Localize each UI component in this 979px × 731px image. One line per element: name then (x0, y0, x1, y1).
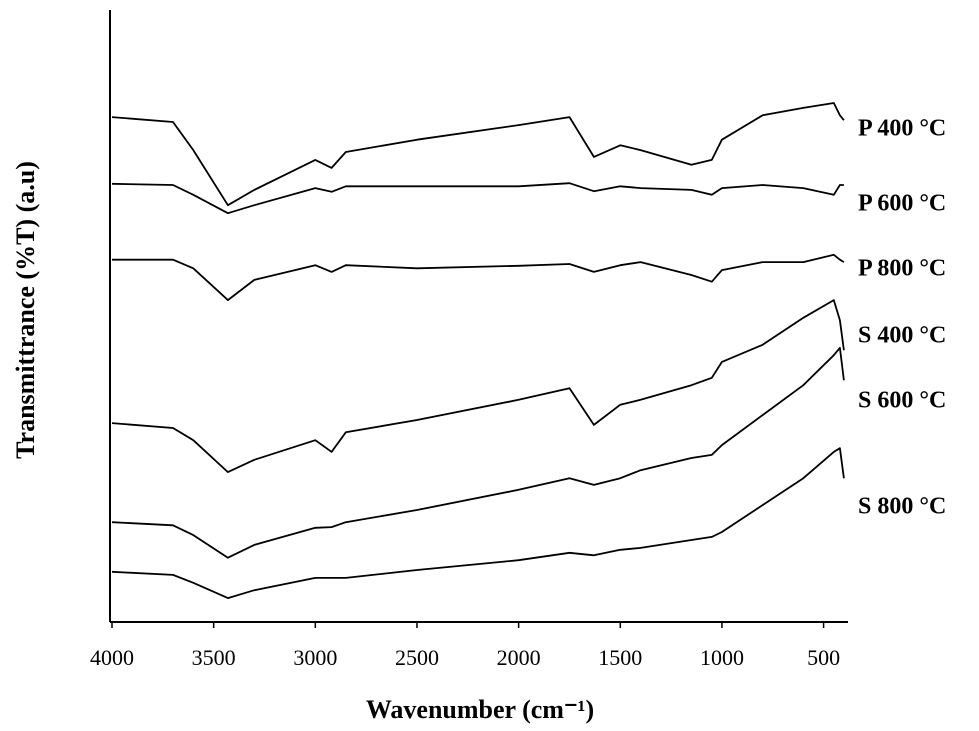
spectrum-line (111, 346, 845, 559)
legend-label: P 600 °C (858, 191, 946, 217)
x-tick-label: 1000 (700, 645, 744, 670)
x-tick-label: 4000 (90, 645, 134, 670)
x-tick-label: 3500 (192, 645, 236, 670)
spectrum-line (111, 447, 845, 599)
spectrum-line (112, 253, 845, 301)
legend-label: S 600 °C (858, 388, 946, 414)
legend-label: P 400 °C (858, 116, 946, 142)
x-axis-label: Wavenumber (cm⁻¹) (366, 695, 594, 724)
x-tick-label: 500 (807, 645, 840, 670)
legend-label: S 800 °C (858, 494, 946, 520)
spectrum-line (111, 299, 845, 473)
x-tick-label: 1500 (598, 645, 642, 670)
x-tick-label: 2500 (395, 645, 439, 670)
legend-label: S 400 °C (858, 323, 946, 349)
x-tick-label: 2000 (497, 645, 541, 670)
spectrum-line (111, 102, 845, 207)
spectrum-line (111, 182, 844, 215)
x-tick-label: 3000 (293, 645, 337, 670)
y-axis-label: Transmittrance (%T) (a.u) (11, 161, 40, 459)
legend-label: P 800 °C (858, 256, 946, 282)
